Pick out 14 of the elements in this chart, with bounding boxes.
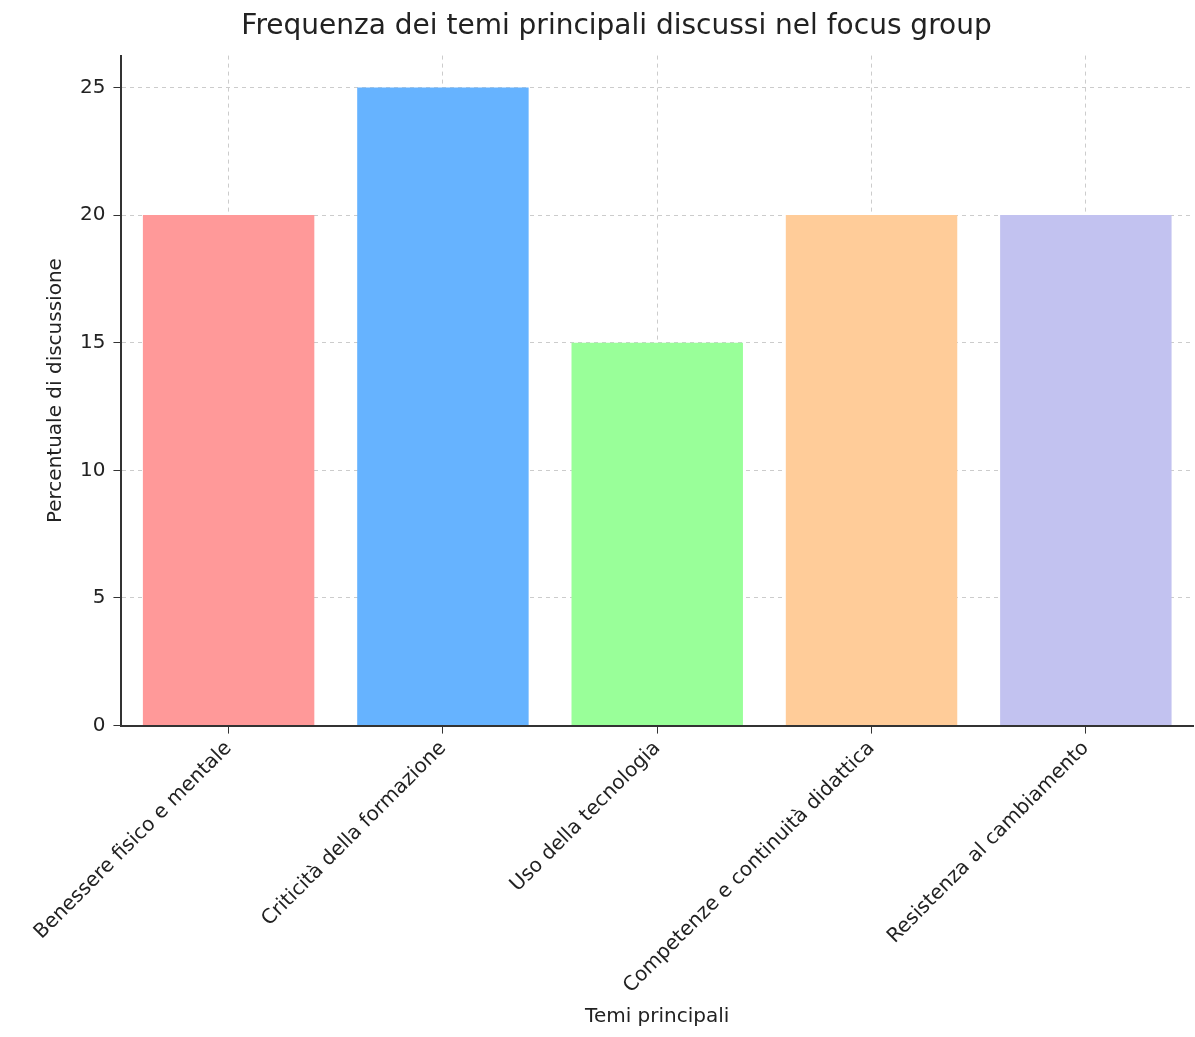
y-axis-title: Percentuale di discussione [42,258,67,524]
chart-title: Frequenza dei temi principali discussi nel focus group [241,8,992,42]
bar [142,215,315,726]
bar [785,215,958,726]
bar [571,342,743,726]
y-tick-label: 5 [92,584,106,609]
y-tick-label: 10 [80,456,106,481]
bar [1000,215,1172,726]
y-tick-label: 25 [80,73,106,98]
y-tick-label: 15 [80,328,106,353]
y-tick-label: 0 [92,711,106,736]
bar [357,87,529,726]
y-tick-label: 20 [80,201,106,226]
x-axis-title: Temi principali [584,1003,730,1028]
